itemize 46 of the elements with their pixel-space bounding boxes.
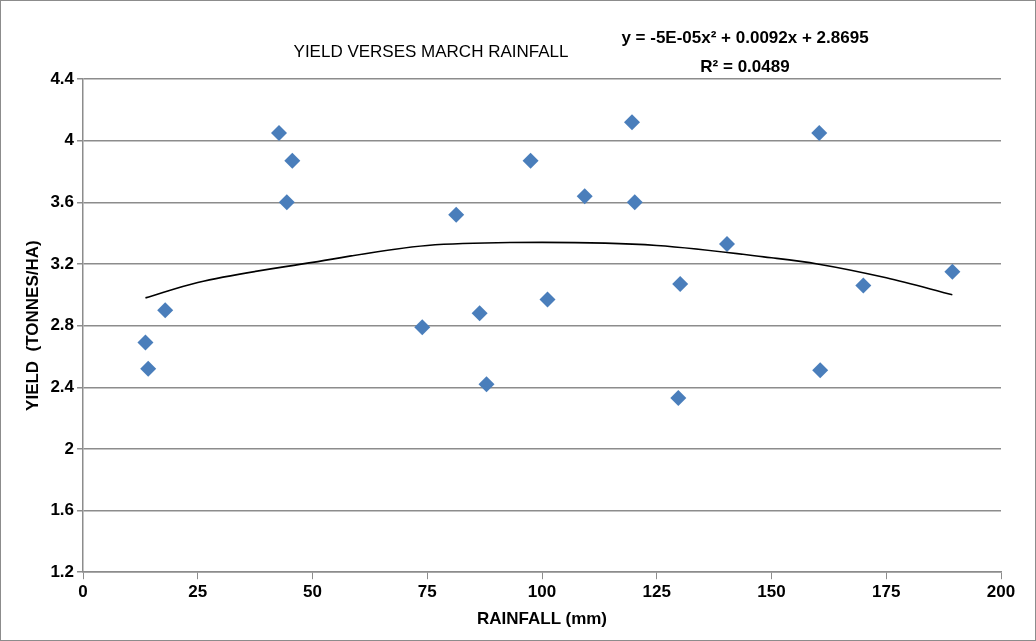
point xyxy=(576,188,593,205)
x-tick-label: 0 xyxy=(78,582,88,602)
y-tick-label: 2.4 xyxy=(50,376,75,396)
x-tick-label: 125 xyxy=(642,582,671,602)
chart-title: YIELD VERSES MARCH RAINFALL xyxy=(293,41,569,61)
point xyxy=(157,302,174,319)
y-tick-label: 4.4 xyxy=(50,68,75,88)
y-tick-label: 3.6 xyxy=(50,191,75,211)
x-tick-label: 50 xyxy=(303,582,322,602)
y-tick-label: 4 xyxy=(64,130,75,150)
point xyxy=(137,334,154,351)
y-tick-label: 1.6 xyxy=(50,500,75,520)
point xyxy=(271,124,288,141)
point xyxy=(812,362,829,379)
point xyxy=(414,319,431,336)
point xyxy=(278,194,295,211)
x-tick-label: 150 xyxy=(757,582,786,602)
point xyxy=(718,235,735,252)
x-tick-label: 75 xyxy=(417,582,437,602)
point xyxy=(670,390,687,407)
text: R² = 0.0489 xyxy=(700,56,790,76)
y-tick-label: 3.2 xyxy=(50,253,75,273)
point xyxy=(623,114,640,131)
point xyxy=(522,152,539,169)
point xyxy=(855,277,872,294)
point xyxy=(811,124,828,141)
point xyxy=(478,376,495,393)
y-tick-label: 2.8 xyxy=(50,315,75,335)
x-tick-label: 200 xyxy=(986,582,1016,602)
y-tick-label: 1.2 xyxy=(50,561,75,581)
point xyxy=(140,360,157,377)
point xyxy=(539,291,556,308)
point xyxy=(448,206,465,223)
x-tick-label: 100 xyxy=(527,582,557,602)
y-axis-title: YIELD (TONNES/HA) xyxy=(22,240,42,411)
point xyxy=(626,194,643,211)
point xyxy=(672,275,689,292)
line-series xyxy=(144,241,954,299)
x-tick-label: 25 xyxy=(188,582,208,602)
text: y = -5E-05x² + 0.0092x + 2.8695 xyxy=(621,27,869,47)
point xyxy=(471,305,488,322)
point xyxy=(944,263,961,280)
x-axis-title: RAINFALL (mm) xyxy=(477,609,608,629)
x-tick-label: 175 xyxy=(872,582,901,602)
point xyxy=(284,152,301,169)
y-tick-label: 2 xyxy=(64,438,75,458)
